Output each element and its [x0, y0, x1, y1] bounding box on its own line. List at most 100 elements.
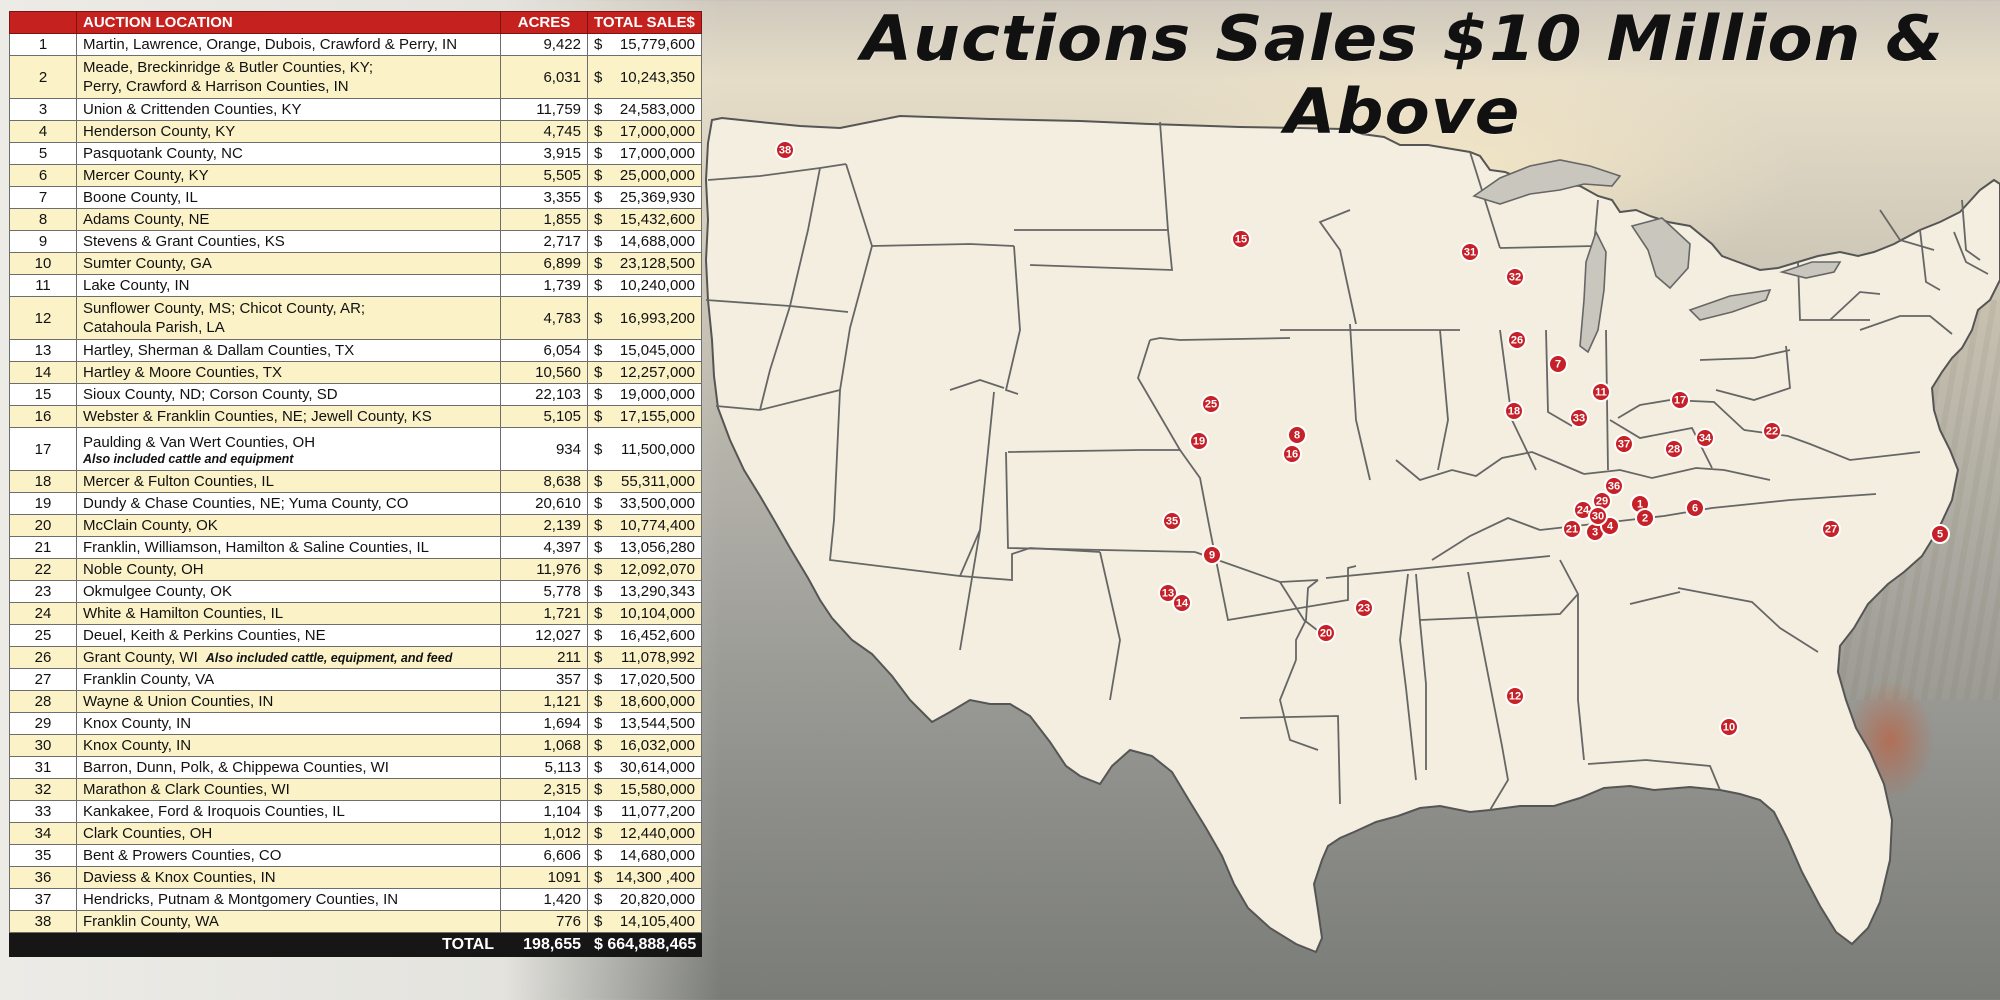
map-pin-icon — [1201, 394, 1221, 414]
sales-amount: 24,583,000 — [619, 101, 695, 118]
row-number: 9 — [9, 230, 77, 253]
location-text: Webster & Franklin Counties, NE; Jewell … — [83, 408, 432, 425]
sales-amount: 20,820,000 — [619, 891, 695, 908]
currency-symbol: $ — [594, 255, 603, 272]
table-row: 2 Meade, Breckinridge & Butler Counties, … — [9, 55, 702, 99]
map-pin-icon — [1287, 425, 1307, 445]
row-location: Noble County, OH — [76, 558, 501, 581]
location-text: Union & Crittenden Counties, KY — [83, 101, 302, 118]
row-acres: 211 — [500, 646, 588, 669]
location-text: Grant County, WI — [83, 648, 198, 666]
row-acres: 5,505 — [500, 164, 588, 187]
row-location: McClain County, OK — [76, 514, 501, 537]
currency-symbol: $ — [594, 693, 603, 710]
marker-label: 30 — [1592, 511, 1604, 523]
location-text: Martin, Lawrence, Orange, Dubois, Crawfo… — [83, 36, 458, 53]
location-text: Barron, Dunn, Polk, & Chippewa Counties,… — [83, 759, 389, 776]
location-text: Franklin County, WA — [83, 913, 219, 930]
location-text: Clark Counties, OH — [83, 825, 213, 842]
row-sales: $15,045,000 — [587, 339, 702, 362]
map-pin-icon — [1685, 498, 1705, 518]
table-header-row: AUCTION LOCATION ACRES TOTAL SALE$ — [9, 11, 702, 34]
row-acres: 11,759 — [500, 98, 588, 121]
sales-amount: 14,105,400 — [619, 913, 695, 930]
table-total-row: TOTAL 198,655 $ 664,888,465 — [9, 932, 702, 957]
map-marker-5: 5 — [1930, 524, 1950, 544]
marker-label: 36 — [1608, 481, 1620, 493]
location-text: Hartley, Sherman & Dallam Counties, TX — [83, 342, 355, 359]
row-acres: 3,915 — [500, 142, 588, 165]
table-row: 28 Wayne & Union Counties, IN 1,121 $18,600… — [9, 690, 702, 713]
map-marker-37: 37 — [1614, 434, 1634, 454]
lake-erie — [1688, 289, 1772, 321]
row-location: Hartley & Moore Counties, TX — [76, 361, 501, 384]
sales-amount: 14,300 ,400 — [615, 869, 695, 886]
row-number: 5 — [9, 142, 77, 165]
location-text: Okmulgee County, OK — [83, 583, 232, 600]
row-acres: 8,638 — [500, 470, 588, 493]
map-pin-icon — [1762, 421, 1782, 441]
row-location: Sunflower County, MS; Chicot County, AR;… — [76, 296, 501, 340]
map-pin-icon — [1821, 519, 1841, 539]
row-acres: 4,745 — [500, 120, 588, 143]
auction-table: AUCTION LOCATION ACRES TOTAL SALE$ 1 Mart… — [9, 11, 702, 957]
row-acres: 2,139 — [500, 514, 588, 537]
row-number: 2 — [9, 55, 77, 99]
row-sales: $11,077,200 — [587, 800, 702, 823]
location-text: Boone County, IL — [83, 189, 198, 206]
marker-label: 8 — [1294, 430, 1300, 442]
row-acres: 2,315 — [500, 778, 588, 801]
sales-amount: 15,779,600 — [619, 36, 695, 53]
location-text: Sumter County, GA — [83, 255, 212, 272]
row-number: 20 — [9, 514, 77, 537]
table-row: 18 Mercer & Fulton Counties, IL 8,638 $55,3… — [9, 470, 702, 493]
marker-label: 27 — [1825, 524, 1837, 536]
currency-symbol: $ — [594, 408, 603, 425]
map-marker-38: 38 — [775, 140, 795, 160]
row-acres: 1,012 — [500, 822, 588, 845]
row-acres: 10,560 — [500, 361, 588, 384]
location-line: Sunflower County, MS; Chicot County, AR; — [83, 300, 366, 317]
row-location: Pasquotank County, NC — [76, 142, 501, 165]
header-num — [9, 11, 77, 34]
table-row: 5 Pasquotank County, NC 3,915 $17,000,000 — [9, 142, 702, 165]
row-number: 12 — [9, 296, 77, 340]
total-sales: $ 664,888,465 — [587, 932, 702, 957]
row-location: Stevens & Grant Counties, KS — [76, 230, 501, 253]
row-sales: $16,452,600 — [587, 624, 702, 647]
row-location: Sumter County, GA — [76, 252, 501, 275]
map-pin-icon — [1670, 390, 1690, 410]
row-acres: 6,031 — [500, 55, 588, 99]
marker-label: 19 — [1193, 436, 1205, 448]
row-sales: $14,105,400 — [587, 910, 702, 933]
location-text: Wayne & Union Counties, IN — [83, 693, 274, 710]
table-row: 1 Martin, Lawrence, Orange, Dubois, Crawf… — [9, 33, 702, 56]
map-pin-icon — [1354, 598, 1374, 618]
map-pin-icon — [1460, 242, 1480, 262]
row-number: 33 — [9, 800, 77, 823]
sales-amount: 10,240,000 — [619, 277, 695, 294]
marker-label: 26 — [1511, 335, 1523, 347]
map-pin-icon — [1604, 476, 1624, 496]
row-acres: 1,121 — [500, 690, 588, 713]
table-row: 30 Knox County, IN 1,068 $16,032,000 — [9, 734, 702, 757]
location-text: Mercer County, KY — [83, 167, 209, 184]
table-row: 26 Grant County, WI Also included cattle, … — [9, 646, 702, 669]
map-marker-34: 34 — [1695, 428, 1715, 448]
row-sales: $15,432,600 — [587, 208, 702, 231]
row-sales: $11,500,000 — [587, 427, 702, 471]
row-acres: 6,606 — [500, 844, 588, 867]
currency-symbol: $ — [594, 847, 603, 864]
auction-markers: 123 4567891011121314151617181920212223242… — [775, 140, 1950, 737]
location-text: Knox County, IN — [83, 737, 192, 754]
total-label: TOTAL — [9, 932, 501, 957]
map-pin-icon — [1591, 382, 1611, 402]
sales-amount: 13,056,280 — [619, 539, 695, 556]
row-acres: 4,397 — [500, 536, 588, 559]
row-acres: 1,694 — [500, 712, 588, 735]
row-acres: 1091 — [500, 866, 588, 889]
table-row: 14 Hartley & Moore Counties, TX 10,560 $12,… — [9, 361, 702, 384]
currency-symbol: $ — [594, 101, 603, 118]
row-sales: $17,000,000 — [587, 142, 702, 165]
sales-amount: 16,032,000 — [619, 737, 695, 754]
